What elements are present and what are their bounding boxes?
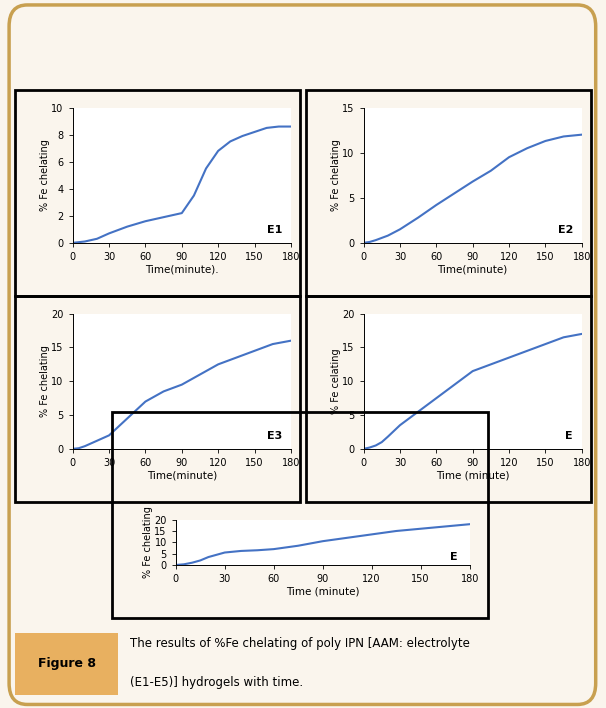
Text: E3: E3: [267, 430, 282, 441]
Text: (E1-E5)] hydrogels with time.: (E1-E5)] hydrogels with time.: [130, 676, 304, 690]
Text: E1: E1: [267, 224, 282, 235]
X-axis label: Time (minute): Time (minute): [286, 587, 359, 597]
Text: E2: E2: [558, 224, 573, 235]
X-axis label: Time(minute): Time(minute): [438, 265, 508, 275]
Bar: [15, 634, 118, 695]
X-axis label: Time (minute): Time (minute): [436, 471, 510, 481]
Y-axis label: % Fe chelating: % Fe chelating: [331, 139, 341, 211]
X-axis label: Time(minute).: Time(minute).: [145, 265, 219, 275]
Y-axis label: % Fe chelating: % Fe chelating: [40, 139, 50, 211]
Y-axis label: % Fe celating: % Fe celating: [331, 348, 341, 414]
Y-axis label: % Fe chelating: % Fe chelating: [40, 346, 50, 417]
Text: Figure 8: Figure 8: [38, 656, 96, 670]
Text: E: E: [450, 552, 458, 562]
Y-axis label: % Fe chelating: % Fe chelating: [143, 506, 153, 578]
FancyBboxPatch shape: [9, 5, 596, 704]
Text: The results of %Fe chelating of poly IPN [AAM: electrolyte: The results of %Fe chelating of poly IPN…: [130, 636, 470, 650]
X-axis label: Time(minute): Time(minute): [147, 471, 217, 481]
Text: E: E: [565, 430, 573, 441]
